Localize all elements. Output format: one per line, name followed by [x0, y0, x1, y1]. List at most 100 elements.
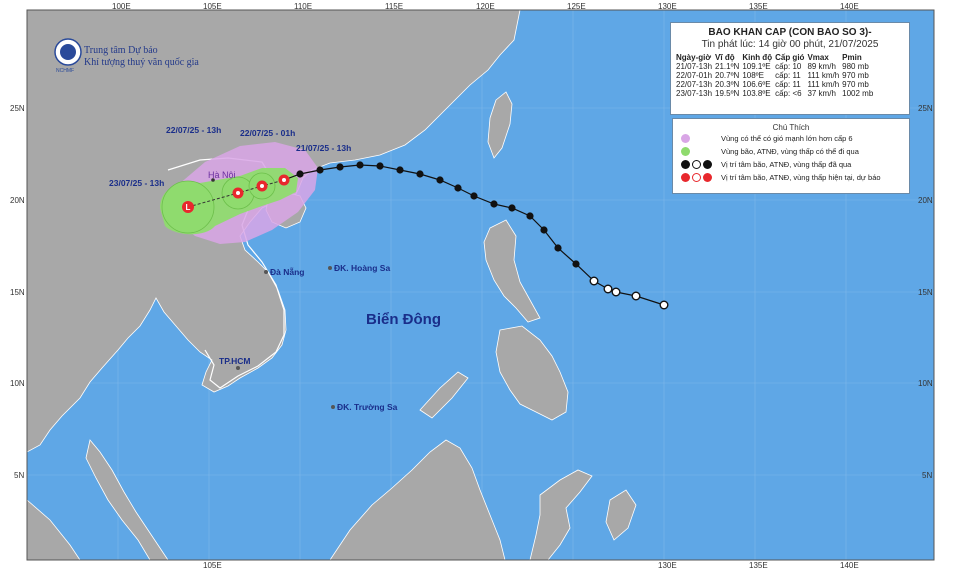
depression-symbol-icon [692, 160, 701, 169]
hoangsa-marker [328, 266, 332, 270]
svg-text:5N: 5N [14, 471, 24, 480]
past-storm-symbol-icon [336, 163, 344, 171]
table-header-row: Ngày-giờ Vĩ độ Kinh độ Cấp gió Vmax Pmin [676, 53, 862, 62]
bulletin-table: Ngày-giờ Vĩ độ Kinh độ Cấp gió Vmax Pmin… [676, 53, 876, 98]
svg-text:5N: 5N [922, 471, 932, 480]
bulletin-title: BAO KHAN CAP (CON BAO SO 3)- [708, 27, 872, 38]
svg-text:15N: 15N [918, 288, 933, 297]
svg-text:135E: 135E [749, 2, 768, 11]
past-storm-positions [296, 161, 669, 310]
svg-text:125E: 125E [567, 2, 586, 11]
table-row: 23/07-13h 19.5ºN 103.8ºE cấp: <6 37 km/h 100… [676, 89, 874, 98]
legend-title: Chú Thích [772, 123, 810, 132]
past-depression-symbol-icon [659, 300, 669, 310]
svg-text:110E: 110E [294, 2, 312, 11]
danang-marker [264, 270, 268, 274]
past-depression-symbol-icon [589, 276, 599, 286]
label-hoangsa: ĐK. Hoàng Sa [334, 263, 390, 273]
past-depression-symbol-icon [631, 291, 641, 301]
table-row: 22/07-13h 20.3ºN 106.6ºE cấp: 11 111 km/h 97… [676, 80, 869, 89]
agency-line-2: Khí tượng thuỷ văn quốc gia [84, 57, 199, 68]
palawan [419, 371, 469, 419]
svg-text:140E: 140E [840, 561, 859, 570]
label-truongsa: ĐK. Trường Sa [337, 402, 398, 412]
svg-text:20N: 20N [10, 196, 25, 205]
past-storm-symbol-icon [376, 162, 384, 170]
halmahera [605, 489, 637, 541]
svg-text:115E: 115E [385, 2, 403, 11]
luzon-island [483, 219, 541, 323]
svg-text:135E: 135E [749, 561, 768, 570]
past-depression-symbol-icon [603, 284, 613, 294]
svg-text:120E: 120E [476, 2, 495, 11]
depression-symbol-red-icon [692, 173, 701, 182]
purple-dot-icon [681, 134, 690, 143]
low-symbol-icon [703, 160, 712, 169]
storm-symbol-icon [681, 160, 690, 169]
agency-line-1: Trung tâm Dự báo [84, 45, 158, 56]
svg-text:130E: 130E [658, 2, 677, 11]
past-storm-symbol-icon [490, 200, 498, 208]
svg-text:105E: 105E [203, 2, 222, 11]
table-row: 21/07-13h 21.1ºN 109.1ºE cấp: 10 89 km/h 980… [676, 62, 869, 71]
svg-text:15N: 15N [10, 288, 25, 297]
label-time-22-07-01h: 22/07/25 - 01h [240, 128, 295, 138]
past-storm-symbol-icon [296, 170, 304, 178]
svg-text:10N: 10N [918, 379, 933, 388]
past-storm-symbol-icon [436, 176, 444, 184]
svg-text:140E: 140E [840, 2, 859, 11]
past-storm-symbol-icon [454, 184, 462, 192]
axis-left: 25N 20N 15N 10N 5N [10, 104, 25, 480]
low-symbol-red-icon [703, 173, 712, 182]
axis-bottom: 105E 130E 135E 140E [203, 561, 859, 570]
bulletin-issued: Tin phát lúc: 14 giờ 00 phút, 21/07/2025 [701, 39, 879, 50]
truongsa-marker [331, 405, 335, 409]
storm-center-23-07-13h [182, 201, 194, 213]
label-danang: Đà Nẵng [270, 266, 304, 277]
past-storm-symbol-icon [572, 260, 580, 268]
past-storm-symbol-icon [416, 170, 424, 178]
agency-name: Trung tâm Dự báo Khí tượng thuỷ văn quốc… [84, 45, 199, 69]
axis-right: 25N 20N 15N 10N 5N [918, 104, 933, 480]
svg-text:10N: 10N [10, 379, 25, 388]
legend-item-storm-zone: Vùng bão, ATNĐ, vùng thấp có thể đi qua [681, 145, 909, 158]
green-dot-icon [681, 147, 690, 156]
label-bien-dong: Biển Đông [366, 311, 441, 328]
taiwan-island [487, 91, 513, 159]
past-track-line [283, 164, 665, 306]
bulletin-box: BAO KHAN CAP (CON BAO SO 3)- Tin phát lú… [670, 22, 910, 115]
borneo [329, 439, 506, 561]
mainland-land [26, 9, 521, 453]
past-storm-symbol-icon [540, 226, 548, 234]
svg-text:NCHMF: NCHMF [56, 68, 74, 74]
legend-item-wind-zone: Vùng có thể có gió mạnh lớn hơn cấp 6 [681, 132, 909, 145]
past-storm-symbol-icon [508, 204, 516, 212]
past-depression-symbol-icon [611, 287, 621, 297]
nchmf-logo: NCHMF [54, 38, 82, 74]
table-row: 22/07-01h 20.7ºN 108ºE cấp: 11 111 km/h 970 … [676, 71, 869, 80]
axis-top: 100E 105E 110E 115E 120E 125E 130E 135E … [112, 2, 859, 11]
forecast-track-line [187, 179, 285, 208]
svg-text:105E: 105E [203, 561, 222, 570]
svg-text:100E: 100E [112, 2, 131, 11]
map-frame [26, 9, 935, 561]
past-storm-symbol-icon [470, 192, 478, 200]
visayas-mindanao [495, 325, 569, 421]
hcm-marker [236, 366, 240, 370]
legend-item-past-positions: Vị trí tâm bão, ATNĐ, vùng thấp đã qua [681, 158, 909, 171]
hanoi-marker [211, 178, 215, 182]
svg-text:20N: 20N [918, 196, 933, 205]
past-storm-symbol-icon [316, 166, 324, 174]
past-storm-symbol-icon [396, 166, 404, 174]
storm-symbol-red-icon [681, 173, 690, 182]
legend-item-forecast-positions: Vị trí tâm bão, ATNĐ, vùng thấp hiện tại… [681, 171, 909, 184]
label-time-22-07-13h: 22/07/25 - 13h [166, 125, 221, 135]
sulawesi [529, 469, 593, 561]
label-hcm: TP.HCM [219, 356, 251, 366]
svg-text:130E: 130E [658, 561, 677, 570]
past-storm-symbol-icon [554, 244, 562, 252]
label-time-21-07-13h: 21/07/25 - 13h [296, 143, 351, 153]
svg-text:25N: 25N [10, 104, 25, 113]
past-storm-symbol-icon [356, 161, 364, 169]
legend-box: Chú Thích Vùng có thể có gió mạnh lớn hơ… [672, 118, 910, 194]
